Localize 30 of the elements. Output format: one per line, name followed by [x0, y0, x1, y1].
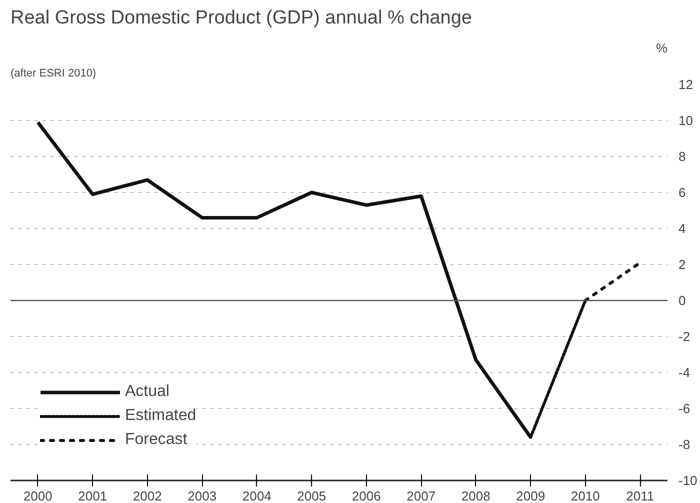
x-tick-label: 2009: [516, 488, 546, 503]
x-tick-label: 2010: [570, 488, 600, 503]
y-tick-label: 0: [678, 293, 686, 308]
legend-label: Actual: [125, 383, 170, 401]
y-tick-label: -4: [678, 365, 690, 380]
legend-label: Estimated: [125, 407, 196, 425]
chart-title: Real Gross Domestic Product (GDP) annual % change: [10, 8, 472, 28]
x-tick-label: 2001: [78, 488, 108, 503]
y-tick-label: 2: [678, 257, 686, 272]
chart-subtitle: (after ESRI 2010): [10, 68, 96, 80]
y-tick-label: 10: [678, 113, 693, 128]
y-tick-label: 12: [678, 77, 693, 92]
y-tick-label: -6: [678, 401, 690, 416]
y-tick-label: -2: [678, 329, 690, 344]
y-tick-label: -8: [678, 437, 690, 452]
y-tick-label: 6: [678, 185, 686, 200]
y-axis-title: %: [656, 40, 668, 56]
y-tick-label: 4: [678, 221, 686, 236]
x-tick-label: 2003: [188, 488, 217, 503]
x-tick-label: 2000: [23, 488, 52, 503]
legend-label: Forecast: [125, 431, 188, 449]
x-tick-label: 2008: [461, 488, 490, 503]
x-tick-label: 2007: [406, 488, 436, 503]
x-tick-label: 2006: [352, 488, 381, 503]
x-tick-label: 2004: [242, 488, 272, 503]
y-tick-label: -10: [678, 473, 698, 488]
x-tick-label: 2002: [132, 488, 162, 503]
x-tick-label: 2005: [297, 488, 326, 503]
y-tick-label: 8: [678, 149, 686, 164]
x-tick-label: 2011: [626, 488, 654, 503]
